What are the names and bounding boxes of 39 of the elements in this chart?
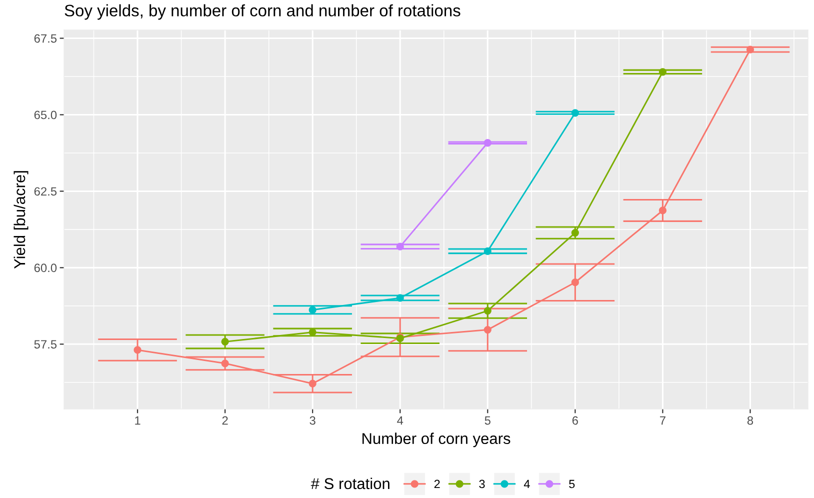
point	[396, 294, 404, 302]
x-tick-label: 2	[222, 416, 228, 425]
point	[308, 306, 316, 314]
x-tick-label: 5	[484, 416, 490, 425]
x-tick-label: 7	[660, 416, 666, 425]
y-tick-label: 65.0	[34, 110, 57, 120]
point	[571, 228, 579, 237]
legend-label: 3	[479, 480, 485, 488]
point	[484, 306, 492, 315]
point	[484, 326, 492, 334]
point	[221, 338, 229, 346]
y-axis-title: Yield [bu/acre]	[14, 171, 28, 269]
x-axis-title: Number of corn years	[362, 432, 510, 448]
y-tick-label: 57.5	[34, 340, 57, 349]
point	[484, 139, 492, 147]
point	[571, 109, 579, 117]
legend-label: 4	[524, 480, 530, 488]
point	[746, 46, 754, 54]
legend-title: # S rotation	[310, 478, 390, 490]
point	[571, 278, 579, 286]
x-tick-label: 4	[397, 416, 404, 425]
y-tick-label: 60.0	[34, 264, 57, 272]
x-tick-label: 3	[310, 416, 316, 425]
legend-label: 2	[434, 480, 440, 488]
point	[658, 206, 667, 214]
point	[308, 328, 316, 336]
x-tick-label: 8	[747, 416, 754, 425]
x-tick-label: 6	[572, 416, 578, 425]
point	[134, 346, 142, 354]
chart-title: Soy yields, by number of corn and number of rotations	[64, 4, 460, 20]
legend-label: 5	[569, 480, 575, 488]
x-tick-label: 1	[135, 416, 140, 425]
point	[308, 380, 316, 388]
point	[221, 360, 229, 368]
y-tick-label: 67.5	[34, 34, 57, 43]
y-tick-label: 62.5	[34, 187, 57, 196]
point	[396, 242, 404, 250]
point	[658, 68, 667, 76]
point	[484, 247, 492, 255]
